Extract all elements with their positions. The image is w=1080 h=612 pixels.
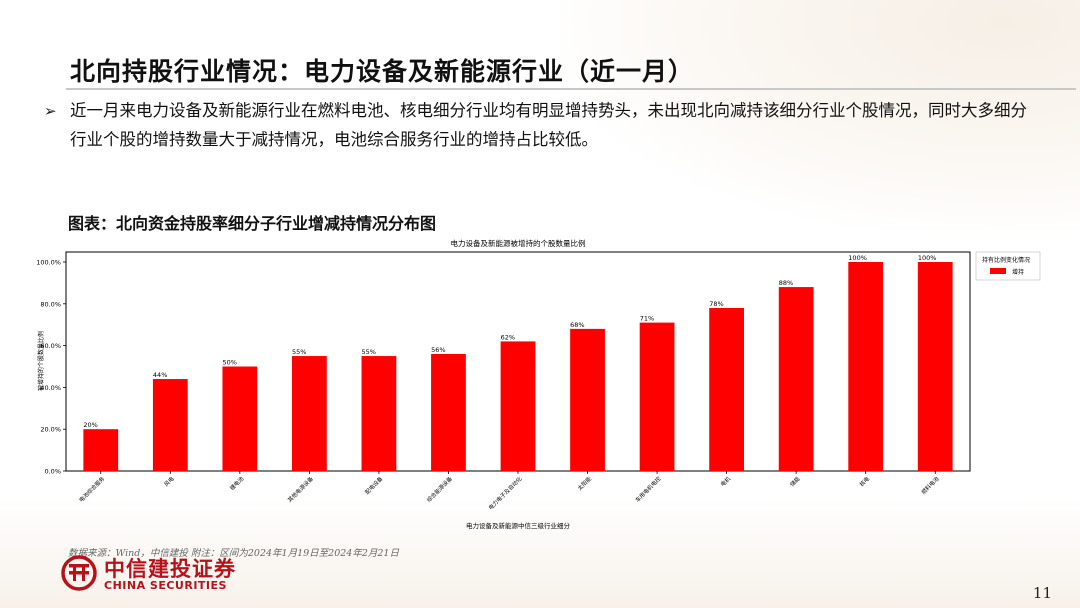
x-axis-label: 电力设备及新能源中信三级行业细分 [466, 521, 571, 530]
legend-title: 持有比例变化情况 [982, 256, 1030, 264]
data-label: 88% [779, 279, 793, 287]
background-decoration [560, 0, 1080, 230]
data-label: 56% [431, 346, 445, 354]
bar [83, 429, 119, 471]
page-number: 11 [1032, 584, 1052, 602]
x-tick-label: 燃料电池 [919, 474, 941, 496]
data-label: 55% [362, 348, 376, 356]
x-tick-label: 综合能源设备 [425, 474, 454, 503]
y-tick-label: 40.0% [40, 384, 61, 392]
logo-text-cn: 中信建投证券 [104, 557, 236, 581]
bar [848, 262, 884, 471]
data-label: 78% [709, 300, 723, 308]
bar [152, 379, 188, 471]
y-tick-label: 0.0% [44, 468, 61, 476]
y-tick-label: 80.0% [40, 300, 61, 308]
data-label: 71% [640, 315, 654, 323]
bar-series: 20% 44% 50% 55% 55% 56% 62% 68% 71% 78% 88% 100% 100… [83, 254, 953, 471]
bullet-text: 近一月来电力设备及新能源行业在燃料电池、核电细分行业均有明显增持势头，未出现北向… [70, 101, 1027, 149]
y-axis: 0.0% 20.0% 40.0% 60.0% 80.0% 100.0% [36, 259, 66, 476]
bar [500, 341, 536, 471]
legend-swatch [990, 268, 1006, 274]
data-label: 20% [83, 421, 97, 429]
data-label: 68% [570, 321, 584, 329]
background-decoration-bottom [0, 498, 1080, 608]
title-divider [66, 88, 1076, 90]
x-tick-label: 配电设备 [363, 474, 385, 496]
y-tick-label: 20.0% [40, 426, 61, 434]
x-tick-label: 储能 [788, 474, 802, 488]
bullet-arrow-icon: ➢ [44, 102, 57, 120]
bar [639, 322, 675, 471]
bar [292, 356, 327, 471]
y-tick-label: 100.0% [36, 259, 61, 267]
data-label: 44% [153, 371, 167, 379]
x-tick-label: 电池综合服务 [77, 474, 106, 503]
x-tick-label: 风电 [162, 474, 176, 488]
source-note: 数据来源：Wind，中信建投 附注：区间为2024年1月19日至2024年2月2… [68, 548, 399, 559]
x-tick-label: 核电 [858, 474, 872, 488]
company-logo: 中信建投证券 CHINA SECURITIES [60, 553, 250, 593]
data-label: 50% [222, 359, 236, 367]
page-title: 北向持股行业情况：电力设备及新能源行业（近一月） [70, 57, 695, 86]
legend-frame [975, 251, 1041, 281]
y-tick-label: 60.0% [40, 342, 61, 350]
y-axis-label: 被增持的个股数量比例 [37, 331, 45, 391]
x-tick-label: 太阳能 [576, 474, 594, 492]
x-tick-label: 车用电机电控 [633, 474, 662, 503]
data-label: 100% [918, 254, 937, 262]
chart-legend: 持有比例变化情况 增持 [975, 251, 1041, 281]
chart-title: 电力设备及新能源被增持的个股数量比例 [451, 238, 586, 248]
x-tick-label: 电力电子及自动化 [487, 474, 524, 511]
data-label: 55% [292, 348, 306, 356]
figure-caption: 图表：北向资金持股率细分子行业增减持情况分布图 [68, 214, 437, 233]
data-label: 62% [501, 333, 515, 341]
x-tick-label: 锂电池 [228, 474, 246, 492]
x-tick-label: 电机 [719, 474, 733, 488]
bar [778, 287, 814, 471]
bar [709, 307, 744, 471]
data-label: 100% [848, 254, 867, 262]
x-tick-label: 其他电源设备 [286, 474, 315, 503]
logo-mark-icon [61, 555, 97, 591]
bar [222, 366, 258, 471]
logo-text-en: CHINA SECURITIES [104, 579, 227, 592]
bar [431, 353, 466, 471]
bar [361, 356, 397, 471]
bar [570, 328, 605, 471]
x-axis: 电池综合服务 风电 锂电池 其他电源设备 配电设备 综合能源设备 电力电子及自动化 太阳能 车用… [77, 471, 941, 512]
legend-label: 增持 [1012, 268, 1024, 276]
bar [917, 262, 953, 471]
